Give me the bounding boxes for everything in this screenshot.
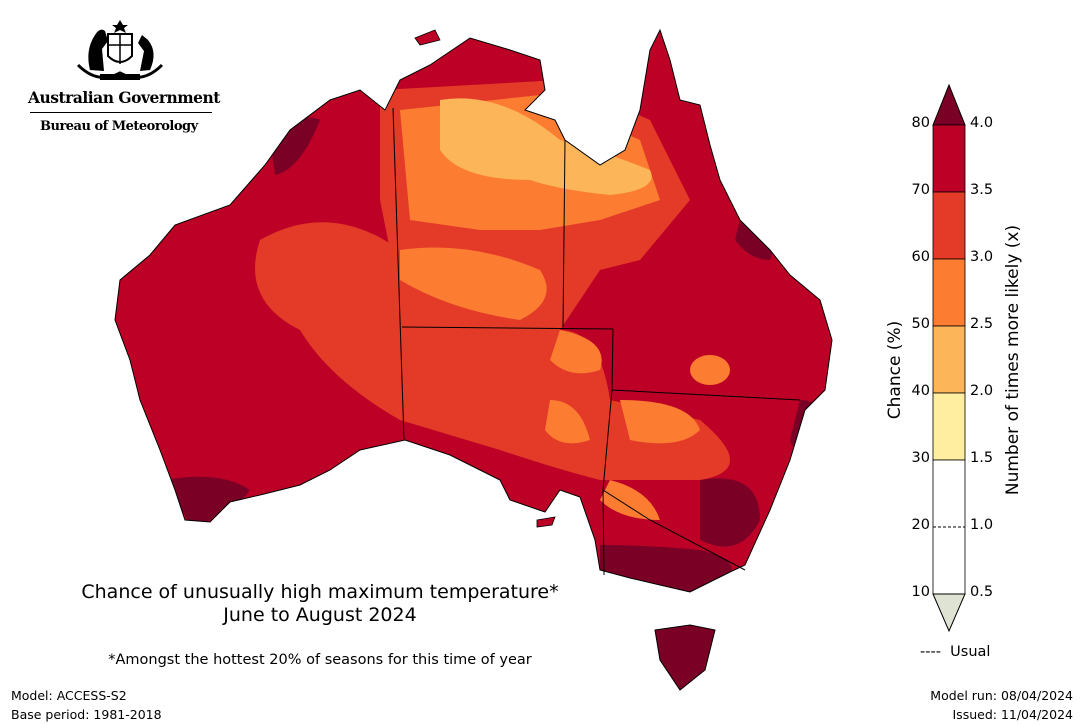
colorbar-right-tick: 2.0: [970, 383, 994, 399]
colorbar-right-label: Number of times more likely (x): [1003, 224, 1023, 496]
colorbar-left-label: Chance (%): [885, 320, 905, 420]
colorbar-band-50-60: [932, 258, 966, 327]
colorbar-right-tick: 4.0: [970, 115, 994, 131]
state-borders: [392, 107, 801, 576]
logo-divider: [30, 112, 212, 113]
government-name: Australian Government: [28, 88, 220, 107]
usual-marker: ----: [920, 644, 941, 660]
tasmania: [654, 624, 716, 691]
colorbar-left-tick: 50: [911, 316, 930, 332]
colorbar-left-tick: 60: [911, 249, 930, 265]
colorbar-right-tick: 2.5: [970, 316, 994, 332]
model-run-date: Model run: 08/04/2024: [930, 688, 1073, 703]
map-title-line1: Chance of unusually high maximum tempera…: [81, 581, 559, 603]
colorbar-band-40-50: [932, 325, 966, 394]
colorbar-left-tick: 70: [911, 182, 930, 198]
colorbar-right-tick: 3.5: [970, 182, 994, 198]
issued-date: Issued: 11/04/2024: [952, 707, 1074, 722]
colorbar-right-tick: 1.5: [970, 450, 994, 466]
colorbar-right-tick: 0.5: [970, 584, 994, 600]
agency-name: Bureau of Meteorology: [40, 119, 198, 134]
usual-legend: ---- Usual: [920, 644, 990, 660]
usual-label: Usual: [950, 644, 991, 660]
colorbar-left-tick: 40: [911, 383, 930, 399]
footnote: *Amongst the hottest 20% of seasons for …: [108, 652, 532, 668]
colorbar-top-arrow: [932, 83, 966, 126]
model-name: Model: ACCESS-S2: [11, 688, 127, 703]
australia-map: [114, 29, 833, 691]
colorbar-left-tick: 80: [911, 115, 930, 131]
colorbar-left-tick: 10: [911, 584, 930, 600]
colorbar-right-tick: 1.0: [970, 517, 994, 533]
coat-of-arms-logo: [76, 20, 164, 80]
colorbar-band-60-70: [932, 191, 966, 260]
colorbar-band-70-80: [932, 124, 966, 193]
colorbar: [932, 83, 966, 633]
base-period: Base period: 1981-2018: [11, 707, 162, 722]
colorbar-right-tick: 3.0: [970, 249, 994, 265]
map-title-line2: June to August 2024: [223, 604, 417, 626]
colorbar-band-30-40: [932, 392, 966, 461]
colorbar-left-tick: 30: [911, 450, 930, 466]
colorbar-bottom-arrow: [932, 593, 966, 633]
colorbar-left-tick: 20: [911, 517, 930, 533]
forecast-fill: [115, 30, 832, 592]
